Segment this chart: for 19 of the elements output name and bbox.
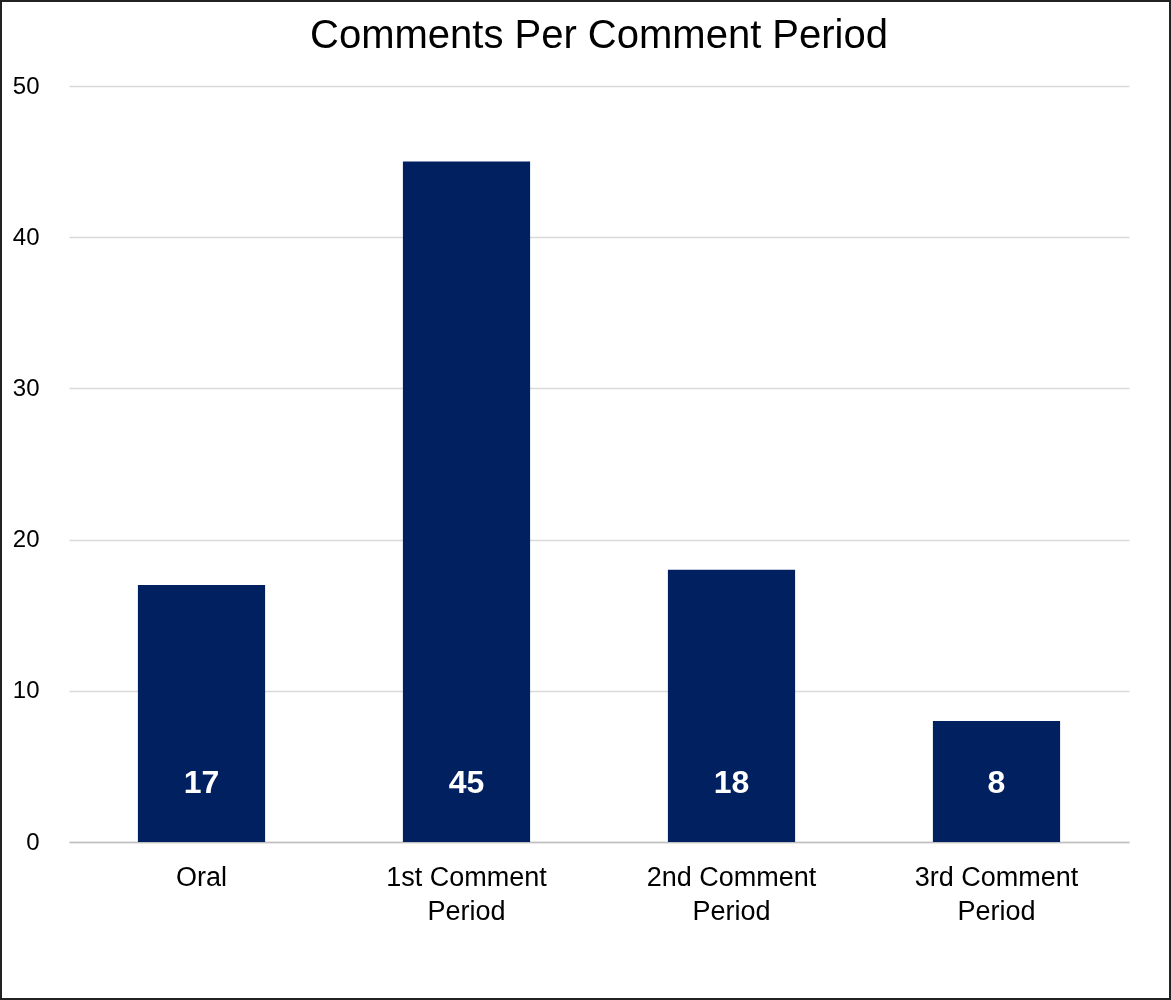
- data-label: 8: [987, 764, 1006, 800]
- data-label: 45: [448, 764, 485, 800]
- x-tick-label: 2nd Comment Period: [646, 861, 817, 926]
- x-tick-label: 3rd Comment Period: [914, 861, 1079, 926]
- data-label: 17: [183, 764, 220, 800]
- y-tick-label: 50: [12, 71, 40, 99]
- bar: [667, 569, 796, 842]
- x-tick-label: Oral: [175, 861, 228, 892]
- y-tick-label: 0: [26, 827, 40, 855]
- x-tick-label: 1st Comment Period: [386, 861, 548, 926]
- y-tick-label: 20: [12, 525, 40, 553]
- y-tick-label: 30: [12, 373, 40, 401]
- bar: [932, 721, 1061, 842]
- y-tick-label: 10: [12, 676, 40, 704]
- data-label: 18: [713, 764, 750, 800]
- chart-title: Comments Per Comment Period: [310, 12, 888, 56]
- bar: [137, 584, 266, 842]
- bar: [402, 161, 531, 842]
- y-tick-label: 40: [12, 222, 40, 250]
